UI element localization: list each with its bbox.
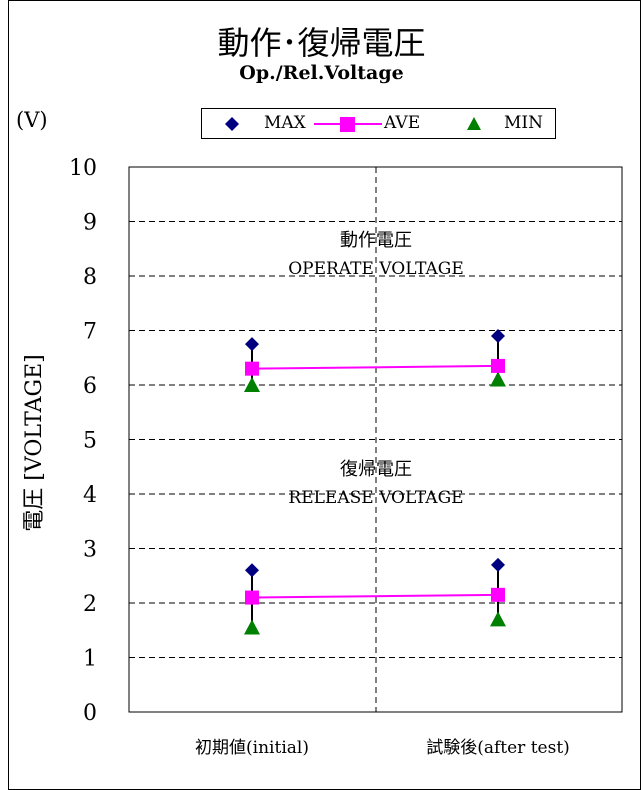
- max-point: [491, 557, 505, 572]
- x-tick-label: 初期値(initial): [195, 738, 309, 758]
- group-label-en: RELEASE VOLTAGE: [288, 488, 463, 508]
- legend-max-marker: [225, 117, 239, 131]
- plot-area: 0 1 2 3 4 5 6 7 8 9 10 初期値(initial) 試験後(after test) 動…: [69, 156, 623, 758]
- legend-min-marker: [467, 117, 481, 130]
- legend-markers: [225, 117, 481, 132]
- max-point: [491, 328, 505, 343]
- min-point: [244, 377, 260, 392]
- group-label-jp: 復帰電圧: [340, 459, 412, 480]
- legend-label-min: MIN: [504, 113, 543, 133]
- y-tick-label: 10: [69, 156, 97, 181]
- ave-series-line: [251, 593, 499, 599]
- ave-point: [491, 587, 505, 602]
- y-tick-label: 2: [83, 592, 97, 617]
- legend-label-ave: AVE: [384, 113, 421, 133]
- min-point: [490, 611, 506, 627]
- y-tick-label: 3: [83, 538, 97, 563]
- y-tick-label: 1: [83, 647, 97, 672]
- y-tick-label: 4: [83, 483, 97, 508]
- y-tick-label: 9: [83, 211, 97, 236]
- y-tick-label: 7: [83, 320, 97, 345]
- max-point: [245, 337, 259, 352]
- max-point: [245, 563, 259, 578]
- x-tick-label: 試験後(after test): [426, 738, 570, 758]
- ave-point: [491, 358, 505, 373]
- y-tick-label: 8: [83, 265, 97, 290]
- y-tick-label: 0: [83, 701, 97, 726]
- group-label-jp: 動作電圧: [340, 230, 412, 251]
- legend: MAX AVE MIN: [201, 108, 556, 139]
- y-tick-label: 5: [83, 429, 97, 454]
- y-tick-label: 6: [83, 374, 97, 399]
- group-label-en: OPERATE VOLTAGE: [288, 259, 464, 279]
- min-point: [244, 619, 260, 635]
- legend-label-max: MAX: [264, 113, 306, 133]
- ave-point: [245, 590, 259, 605]
- min-point: [490, 371, 506, 387]
- legend-ave-marker: [340, 117, 355, 132]
- ave-series-line: [251, 364, 499, 370]
- chart-title: 動作･復帰電圧: [217, 24, 426, 62]
- y-unit-label: (V): [16, 108, 48, 132]
- chart-subtitle: Op./Rel.Voltage: [239, 62, 404, 84]
- ave-point: [245, 361, 259, 376]
